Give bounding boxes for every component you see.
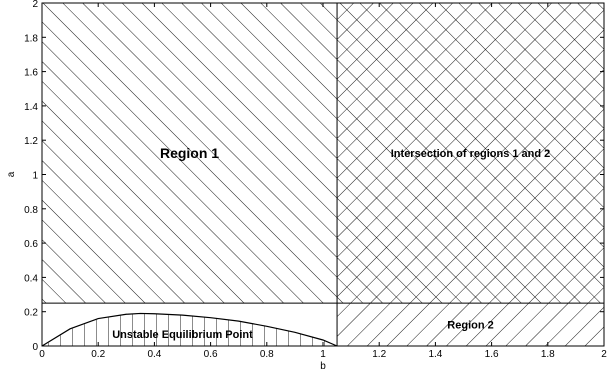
y-tick-label: 1.8 <box>24 33 38 44</box>
region-2-label: Region 2 <box>447 320 493 332</box>
unstable-equilibrium-curve <box>41 312 338 347</box>
x-tick-label: 1.2 <box>372 349 386 360</box>
x-tick-label: 0.2 <box>91 349 105 360</box>
x-tick-label: 0.4 <box>147 349 161 360</box>
y-tick-label: 0.8 <box>24 205 38 216</box>
x-tick-label: 0.8 <box>260 349 274 360</box>
y-tick-label: 1 <box>32 171 38 182</box>
x-tick-label: 0 <box>39 349 45 360</box>
y-tick-label: 2 <box>32 0 38 10</box>
unstable-equilibrium-hatch <box>42 313 338 346</box>
x-tick-label: 2 <box>601 349 607 360</box>
y-tick-label: 1.2 <box>24 136 38 147</box>
region-2-hatch <box>337 3 604 346</box>
x-tick-label: 1.6 <box>485 349 499 360</box>
x-axis-label: b <box>320 361 326 372</box>
y-tick-label: 0 <box>32 342 38 353</box>
y-axis-ticks: 0 0.2 0.4 0.6 0.8 1 1.2 1.4 1.6 1.8 2 <box>24 0 604 353</box>
y-tick-label: 0.2 <box>24 308 38 319</box>
y-tick-label: 0.4 <box>24 273 38 284</box>
x-tick-label: 1.8 <box>541 349 555 360</box>
y-axis-label: a <box>6 171 17 177</box>
x-axis-ticks: 0 0.2 0.4 0.6 0.8 1 1.2 1.4 1.6 1.8 2 <box>39 3 607 360</box>
x-tick-label: 1 <box>320 349 326 360</box>
y-tick-label: 1.6 <box>24 68 38 79</box>
intersection-label: Intersection of regions 1 and 2 <box>391 148 551 160</box>
x-tick-label: 1.4 <box>428 349 442 360</box>
y-tick-label: 1.4 <box>24 102 38 113</box>
x-tick-label: 0.6 <box>204 349 218 360</box>
region-1-label: Region 1 <box>160 145 219 161</box>
unstable-equilibrium-label: Unstable Equilibrium Point <box>112 329 253 341</box>
y-tick-label: 0.6 <box>24 239 38 250</box>
